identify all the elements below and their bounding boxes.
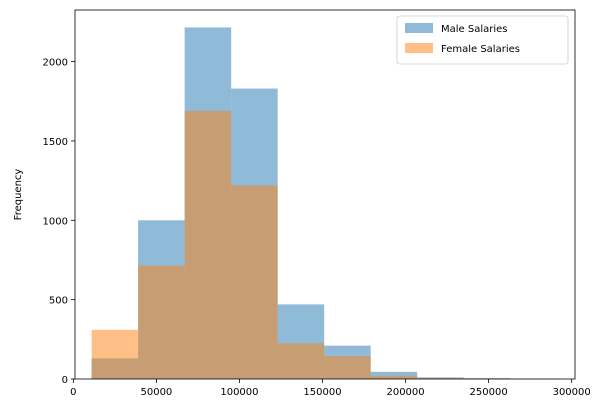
- legend-label: Male Salaries: [441, 24, 508, 35]
- y-tick-label: 1000: [43, 216, 68, 227]
- axes-frame: [74, 9, 576, 380]
- x-tick-label: 150000: [303, 387, 341, 398]
- x-tick-label: 200000: [386, 387, 424, 398]
- bar-series-1-bin-0: [91, 329, 139, 379]
- legend-swatch: [405, 43, 433, 53]
- x-tick-label: 100000: [220, 387, 258, 398]
- y-axis-ticks: 0 500 1000 1500 2000: [43, 58, 75, 386]
- x-tick-label: 0: [70, 387, 76, 398]
- legend-label: Female Salaries: [441, 44, 520, 55]
- bar-series-1-bin-2: [184, 110, 232, 380]
- y-axis-label: Frequency: [13, 169, 24, 221]
- bar-series-1-bin-3: [231, 185, 278, 379]
- bar-series-1-bin-4: [277, 343, 325, 379]
- y-tick-label: 500: [49, 296, 68, 307]
- x-tick-label: 300000: [553, 387, 591, 398]
- bar-series-1-bin-5: [324, 355, 371, 379]
- plot-area: [91, 27, 557, 380]
- legend-box: [396, 15, 569, 65]
- y-tick-label: 2000: [43, 58, 68, 69]
- legend: Male Salaries Female Salaries: [396, 15, 569, 65]
- bar-series-1-bin-6: [370, 375, 418, 379]
- x-tick-label: 250000: [470, 387, 508, 398]
- bar-series-1-bin-1: [138, 265, 185, 379]
- x-tick-label: 50000: [140, 387, 172, 398]
- x-axis-ticks: 0 50000 100000 150000 200000 250000 300000: [70, 379, 591, 398]
- y-tick-label: 0: [62, 375, 68, 386]
- y-tick-label: 1500: [43, 137, 68, 148]
- legend-swatch: [405, 23, 433, 33]
- bar-series-0-bin-6: [370, 371, 418, 379]
